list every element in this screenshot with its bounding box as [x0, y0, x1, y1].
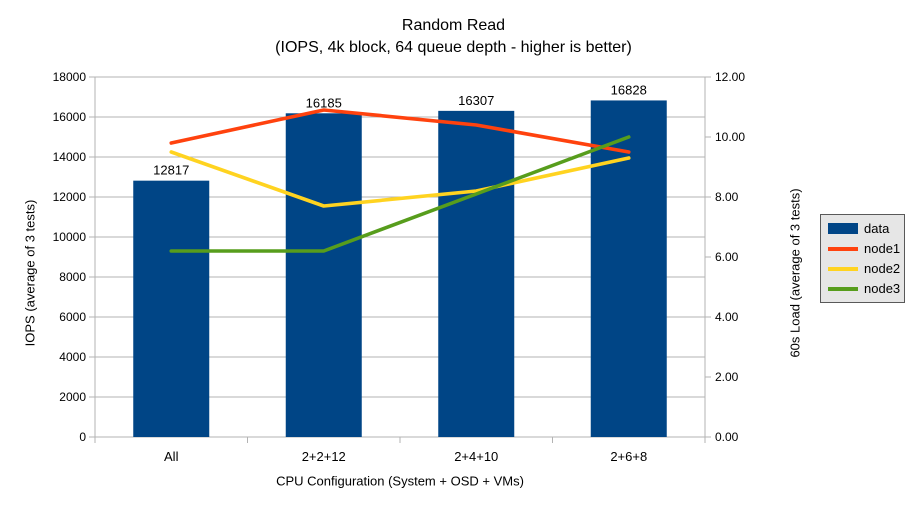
- bar-value-label: 12817: [153, 163, 189, 178]
- legend-item-data: data: [828, 221, 897, 236]
- category-label: All: [164, 449, 179, 464]
- legend-swatch-node2: [828, 266, 858, 271]
- y-axis-right-tick-label: 8.00: [715, 190, 739, 204]
- y-axis-right-tick-label: 6.00: [715, 250, 739, 264]
- legend-label-node2: node2: [864, 261, 901, 276]
- y-axis-left-tick-label: 14000: [53, 150, 87, 164]
- bar-data: [285, 113, 362, 438]
- bar-data: [438, 110, 515, 438]
- bar-data: [133, 180, 210, 437]
- y-axis-right-tick-label: 4.00: [715, 310, 739, 324]
- category-label: 2+6+8: [610, 449, 647, 464]
- bar-value-label: 16828: [611, 82, 647, 97]
- y-axis-right-tick-label: 10.00: [715, 130, 745, 144]
- legend-swatch-node3: [828, 286, 858, 291]
- bar-value-label: 16307: [458, 93, 494, 108]
- chart-title-line1: Random Read: [401, 17, 506, 34]
- line-node1: [169, 108, 631, 154]
- y-axis-left-tick-label: 12000: [53, 190, 87, 204]
- y-axis-left-tick-label: 10000: [53, 230, 87, 244]
- category-label: 2+2+12: [302, 449, 346, 464]
- legend-label-data: data: [864, 221, 890, 236]
- y-axis-left-tick-label: 6000: [59, 310, 86, 324]
- left-axis-title: IOPS (average of 3 tests): [22, 199, 38, 347]
- y-axis-left-tick-label: 0: [79, 430, 86, 444]
- legend-item-node2: node2: [828, 261, 901, 276]
- legend-item-node3: node3: [828, 281, 901, 296]
- y-axis-left-tick-label: 4000: [59, 350, 86, 364]
- bar-value-label: 16185: [306, 95, 342, 110]
- legend-label-node3: node3: [864, 281, 901, 296]
- y-axis-left-tick-label: 16000: [53, 110, 87, 124]
- y-axis-right-tick-label: 2.00: [715, 370, 739, 384]
- y-axis-left-tick-label: 18000: [53, 70, 87, 84]
- x-axis-title: CPU Configuration (System + OSD + VMs): [276, 473, 524, 489]
- legend-item-node1: node1: [828, 241, 901, 256]
- y-axis-left-tick-label: 2000: [59, 390, 86, 404]
- y-axis-left-tick-label: 8000: [59, 270, 86, 284]
- category-label: 2+4+10: [454, 449, 498, 464]
- legend-swatch-data: [828, 223, 858, 234]
- line-node2: [169, 150, 631, 208]
- legend-label-node1: node1: [864, 241, 901, 256]
- y-axis-right-tick-label: 12.00: [715, 70, 745, 84]
- chart-title: Random Read (IOPS, 4k block, 64 queue de…: [0, 15, 907, 59]
- chart-title-line2: (IOPS, 4k block, 64 queue depth - higher…: [275, 39, 632, 56]
- line-node3: [169, 135, 631, 253]
- y-axis-right-tick-label: 0.00: [715, 430, 739, 444]
- legend: data node1 node2 node3: [820, 214, 905, 303]
- legend-swatch-node1: [828, 246, 858, 251]
- right-axis-title: 60s Load (average of 3 tests): [787, 188, 803, 358]
